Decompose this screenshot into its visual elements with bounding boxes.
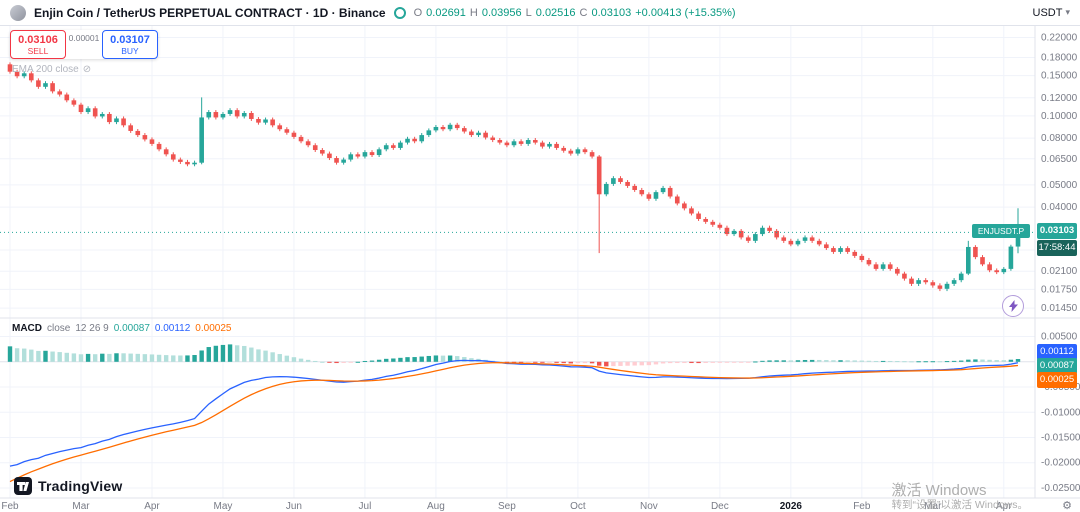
macd-params: 12 26 9 xyxy=(75,323,109,334)
svg-text:0.18000: 0.18000 xyxy=(1041,52,1078,63)
svg-text:0.10000: 0.10000 xyxy=(1041,111,1078,122)
svg-text:Oct: Oct xyxy=(570,501,586,512)
svg-text:0.01450: 0.01450 xyxy=(1041,303,1078,314)
svg-text:Aug: Aug xyxy=(427,501,445,512)
open-value: 0.02691 xyxy=(426,6,466,19)
windows-activation-watermark: 激活 Windows 转到“设置”以激活 Windows。 xyxy=(891,483,1028,512)
svg-text:0.02100: 0.02100 xyxy=(1041,266,1078,277)
ohlc-readout: O 0.02691 H 0.03956 L 0.02516 C 0.03103 +0.0… xyxy=(414,7,736,19)
sell-price: 0.03106 xyxy=(18,34,58,46)
macd-source: close xyxy=(47,323,71,334)
open-label: O xyxy=(413,6,423,19)
low-label: L xyxy=(525,6,532,19)
trade-widget: 0.03106 SELL 0.00001 0.03107 BUY xyxy=(10,30,158,59)
high-label: H xyxy=(469,6,478,19)
svg-text:0.08000: 0.08000 xyxy=(1041,133,1078,144)
svg-text:0.04000: 0.04000 xyxy=(1041,202,1078,213)
svg-text:Sep: Sep xyxy=(498,501,516,512)
ema-indicator-legend[interactable]: EMA 200 close ⊘ xyxy=(12,64,91,75)
svg-text:-0.02500: -0.02500 xyxy=(1041,483,1080,494)
ema-label-text: EMA 200 close xyxy=(12,64,79,75)
svg-text:0.22000: 0.22000 xyxy=(1041,32,1078,43)
buy-price: 0.03107 xyxy=(110,34,150,46)
watermark-line2: 转到“设置”以激活 Windows。 xyxy=(891,499,1028,511)
buy-label: BUY xyxy=(121,46,139,56)
sell-label: SELL xyxy=(27,46,49,56)
eye-off-icon[interactable]: ⊘ xyxy=(82,64,92,75)
macd-line-badge: 0.00112 xyxy=(1037,344,1077,360)
lightning-icon xyxy=(1008,300,1018,312)
svg-text:-0.01500: -0.01500 xyxy=(1041,432,1080,443)
tradingview-logo[interactable]: TradingView xyxy=(14,477,122,495)
quick-trade-button[interactable] xyxy=(1002,295,1024,317)
svg-text:0.05000: 0.05000 xyxy=(1041,180,1078,191)
watermark-line1: 激活 Windows xyxy=(891,482,987,499)
currency-selector[interactable]: USDT ▾ xyxy=(1033,7,1070,19)
bar-countdown-badge: 17:58:44 xyxy=(1037,240,1077,257)
sell-button[interactable]: 0.03106 SELL xyxy=(10,30,66,59)
last-price-badge: 0.03103 xyxy=(1037,223,1077,240)
market-status-icon xyxy=(393,6,406,19)
time-axis-settings-gear-icon[interactable]: ⚙ xyxy=(1062,500,1072,512)
svg-text:Feb: Feb xyxy=(853,501,871,512)
chart-header: Enjin Coin / TetherUS PERPETUAL CONTRACT… xyxy=(0,0,1080,26)
low-value: 0.02516 xyxy=(535,6,576,19)
svg-text:2026: 2026 xyxy=(780,501,803,512)
svg-text:-0.02000: -0.02000 xyxy=(1041,458,1080,469)
macd-signal-badge: 0.00025 xyxy=(1037,372,1077,388)
svg-text:Apr: Apr xyxy=(144,501,160,512)
spread-value: 0.00001 xyxy=(68,33,100,43)
svg-text:Nov: Nov xyxy=(640,501,658,512)
svg-text:Feb: Feb xyxy=(1,501,19,512)
svg-text:0.15000: 0.15000 xyxy=(1041,71,1078,82)
buy-button[interactable]: 0.03107 BUY xyxy=(102,30,158,59)
tradingview-logo-text: TradingView xyxy=(38,478,123,494)
currency-label: USDT xyxy=(1032,6,1063,19)
close-value: 0.03103 xyxy=(591,6,632,19)
svg-text:Dec: Dec xyxy=(711,501,729,512)
svg-text:-0.01000: -0.01000 xyxy=(1041,407,1080,418)
change-value: +0.00413 (+15.35%) xyxy=(635,6,736,19)
macd-line-value: 0.00112 xyxy=(154,323,191,334)
svg-text:Apr: Apr xyxy=(996,501,1012,512)
macd-title: MACD xyxy=(12,323,42,334)
tradingview-icon xyxy=(14,477,32,495)
high-value: 0.03956 xyxy=(481,6,522,19)
close-label: C xyxy=(579,6,588,19)
svg-text:May: May xyxy=(214,501,233,512)
svg-text:0.00500: 0.00500 xyxy=(1041,332,1078,343)
svg-text:Mar: Mar xyxy=(924,501,942,512)
chevron-down-icon: ▾ xyxy=(1065,7,1070,17)
svg-text:Jun: Jun xyxy=(286,501,302,512)
macd-hist-value: 0.00087 xyxy=(113,323,150,334)
svg-text:0.06500: 0.06500 xyxy=(1041,154,1078,165)
macd-hist-badge: 0.00087 xyxy=(1037,358,1077,374)
macd-signal-value: 0.00025 xyxy=(195,323,232,334)
svg-text:Jul: Jul xyxy=(359,501,372,512)
svg-text:0.12000: 0.12000 xyxy=(1041,93,1078,104)
symbol-logo-icon xyxy=(10,4,26,21)
svg-text:0.01750: 0.01750 xyxy=(1041,284,1078,295)
symbol-title[interactable]: Enjin Coin / TetherUS PERPETUAL CONTRACT… xyxy=(34,5,386,20)
macd-indicator-legend[interactable]: MACD close 12 26 9 0.00087 0.00112 0.000… xyxy=(12,323,231,334)
symbol-price-tag: ENJUSDT.P xyxy=(972,224,1030,239)
svg-text:Mar: Mar xyxy=(72,501,90,512)
